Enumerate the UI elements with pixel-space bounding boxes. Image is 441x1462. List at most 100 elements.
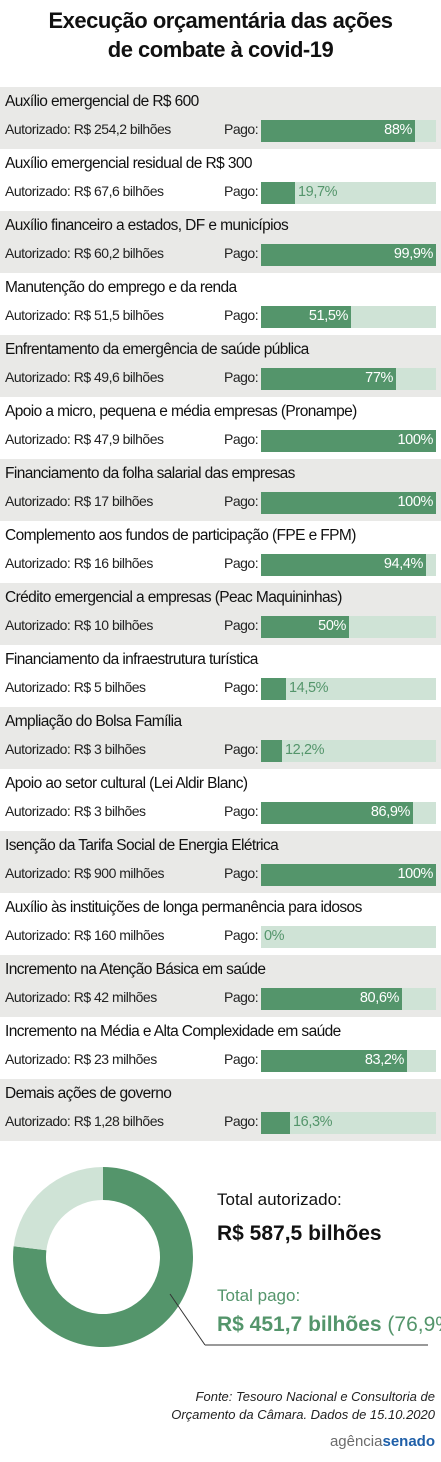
category-label: Financiamento da folha salarial das empr… — [5, 465, 295, 482]
donut-slice-unpaid — [13, 1167, 104, 1251]
bar-fill — [261, 988, 402, 1010]
donut-chart — [8, 1162, 198, 1352]
authorized-prefix: Autorizado: — [5, 121, 74, 137]
bar-row: Isenção da Tarifa Social de Energia Elét… — [0, 831, 441, 893]
bar-track: 88% — [261, 120, 436, 142]
authorized-amount: Autorizado: R$ 23 milhões — [5, 1051, 157, 1067]
bar-row: Enfrentamento da emergência de saúde púb… — [0, 335, 441, 397]
authorized-amount: Autorizado: R$ 254,2 bilhões — [5, 121, 171, 137]
paid-label: Pago: — [224, 741, 259, 757]
bar-fill — [261, 244, 436, 266]
bar-fill — [261, 802, 413, 824]
authorized-value: R$ 42 milhões — [73, 989, 158, 1005]
category-label: Auxílio emergencial de R$ 600 — [5, 93, 199, 110]
total-paid: R$ 451,7 bilhões (76,9%) — [217, 1313, 441, 1337]
bar-fill — [261, 306, 351, 328]
authorized-amount: Autorizado: R$ 900 milhões — [5, 865, 165, 881]
total-authorized-label: Total autorizado: — [217, 1190, 342, 1209]
paid-label: Pago: — [224, 927, 259, 943]
category-label: Ampliação do Bolsa Família — [5, 713, 182, 730]
bar-value-label: 100% — [397, 432, 434, 448]
paid-label: Pago: — [224, 989, 259, 1005]
category-label: Isenção da Tarifa Social de Energia Elét… — [5, 837, 279, 854]
authorized-prefix: Autorizado: — [5, 431, 74, 447]
authorized-value: R$ 51,5 bilhões — [73, 307, 164, 323]
bar-track: 16,3% — [261, 1112, 436, 1134]
bar-value-label: 50% — [318, 618, 346, 634]
total-authorized-value: R$ 587,5 bilhões — [217, 1222, 382, 1245]
authorized-amount: Autorizado: R$ 51,5 bilhões — [5, 307, 164, 323]
bar-value-label: 19,7% — [298, 184, 338, 200]
authorized-prefix: Autorizado: — [5, 741, 74, 757]
paid-label: Pago: — [224, 865, 259, 881]
paid-label: Pago: — [224, 493, 259, 509]
bar-row: Apoio a micro, pequena e média empresas … — [0, 397, 441, 459]
authorized-prefix: Autorizado: — [5, 1113, 74, 1129]
bar-fill — [261, 430, 436, 452]
source-note: Fonte: Tesouro Nacional e Consultoria de… — [171, 1389, 435, 1422]
authorized-value: R$ 23 milhões — [73, 1051, 158, 1067]
bar-track: 51,5% — [261, 306, 436, 328]
category-label: Auxílio às instituições de longa permanê… — [5, 899, 362, 916]
category-label: Financiamento da infraestrutura turístic… — [5, 651, 258, 668]
authorized-prefix: Autorizado: — [5, 927, 74, 943]
authorized-prefix: Autorizado: — [5, 183, 74, 199]
authorized-amount: Autorizado: R$ 49,6 bilhões — [5, 369, 164, 385]
authorized-value: R$ 17 bilhões — [73, 493, 154, 509]
authorized-value: R$ 49,6 bilhões — [73, 369, 164, 385]
chart-title-line2: de combate à covid-19 — [107, 37, 334, 62]
bar-track: 50% — [261, 616, 436, 638]
bar-track: 86,9% — [261, 802, 436, 824]
bar-row: Auxílio financeiro a estados, DF e munic… — [0, 211, 441, 273]
authorized-amount: Autorizado: R$ 3 bilhões — [5, 741, 146, 757]
authorized-prefix: Autorizado: — [5, 989, 74, 1005]
authorized-value: R$ 5 bilhões — [73, 679, 146, 695]
logo-part1: agência — [329, 1433, 383, 1450]
bar-fill — [261, 678, 286, 700]
bar-value-label: 16,3% — [293, 1114, 333, 1130]
total-paid-label: Total pago: — [217, 1286, 301, 1305]
bar-fill — [261, 1050, 407, 1072]
total-paid-value: R$ 451,7 bilhões — [217, 1313, 382, 1336]
bar-track: 12,2% — [261, 740, 436, 762]
bar-fill — [261, 864, 436, 886]
authorized-prefix: Autorizado: — [5, 493, 74, 509]
category-label: Auxílio financeiro a estados, DF e munic… — [5, 217, 289, 234]
authorized-prefix: Autorizado: — [5, 555, 74, 571]
authorized-value: R$ 3 bilhões — [73, 803, 146, 819]
bar-value-label: 83,2% — [364, 1052, 405, 1068]
category-label: Auxílio emergencial residual de R$ 300 — [5, 155, 252, 172]
donut-svg — [12, 1167, 193, 1347]
category-label: Incremento na Atenção Básica em saúde — [5, 961, 266, 978]
logo-part2: senado — [382, 1433, 435, 1450]
bar-row: Auxílio às instituições de longa permanê… — [0, 893, 441, 955]
bar-fill — [261, 616, 349, 638]
bar-track: 100% — [261, 492, 436, 514]
bar-fill — [261, 120, 415, 142]
bar-value-label: 12,2% — [285, 742, 325, 758]
chart-title: Execução orçamentária das ações de comba… — [0, 6, 441, 64]
bar-value-label: 100% — [397, 866, 434, 882]
bar-value-label: 51,5% — [308, 308, 349, 324]
bar-value-label: 80,6% — [359, 990, 400, 1006]
bar-track: 100% — [261, 864, 436, 886]
bar-value-label: 0% — [264, 928, 285, 944]
bar-row: Manutenção do emprego e da renda Autoriza… — [0, 273, 441, 335]
bar-track: 94,4% — [261, 554, 436, 576]
paid-label: Pago: — [224, 1051, 259, 1067]
bar-value-label: 77% — [365, 370, 393, 386]
authorized-value: R$ 900 milhões — [73, 865, 165, 881]
paid-label: Pago: — [224, 245, 259, 261]
paid-label: Pago: — [224, 1113, 259, 1129]
authorized-value: R$ 10 bilhões — [73, 617, 154, 633]
bar-value-label: 14,5% — [289, 680, 329, 696]
bar-value-label: 88% — [384, 122, 412, 138]
authorized-prefix: Autorizado: — [5, 679, 74, 695]
bar-row: Apoio ao setor cultural (Lei Aldir Blanc… — [0, 769, 441, 831]
bar-row: Auxílio emergencial de R$ 600 Autorizado:… — [0, 87, 441, 149]
total-paid-percent: (76,9%) — [387, 1313, 441, 1336]
bar-fill — [261, 1112, 290, 1134]
authorized-amount: Autorizado: R$ 10 bilhões — [5, 617, 153, 633]
bar-fill — [261, 492, 436, 514]
authorized-amount: Autorizado: R$ 16 bilhões — [5, 555, 153, 571]
